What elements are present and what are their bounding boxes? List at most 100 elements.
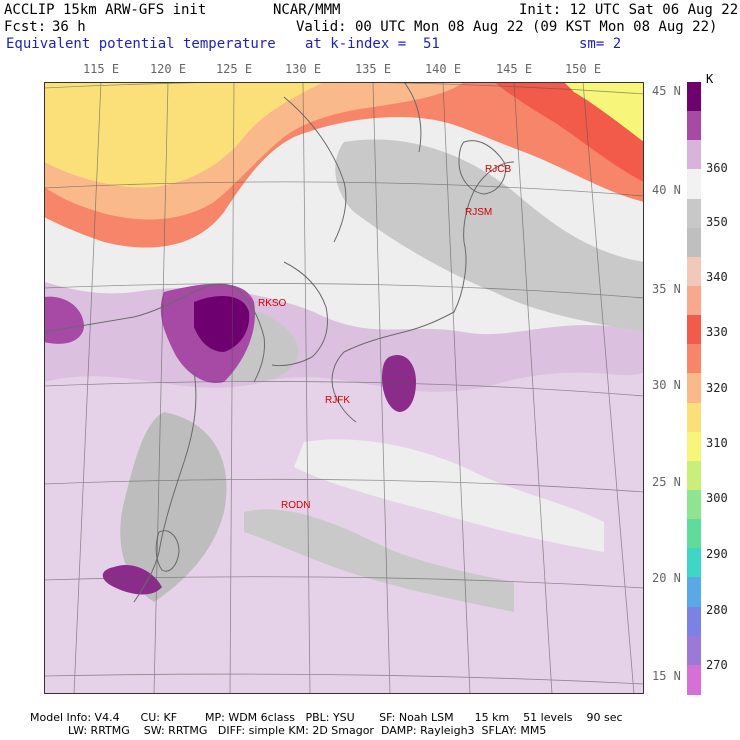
station-rjfk: RJFK <box>325 395 350 406</box>
model-info-line-2: LW: RRTMG SW: RRTMG DIFF: simple KM: 2D … <box>68 724 547 737</box>
longitude-line <box>73 82 102 694</box>
coastline-japan-kyushu <box>331 351 357 423</box>
longitude-label: 125 E <box>215 62 253 76</box>
colorbar-label: 320 <box>706 381 728 395</box>
center-label: NCAR/MMM <box>273 2 341 18</box>
latitude-label: 25 N <box>652 475 681 489</box>
station-rodn: RODN <box>281 500 310 511</box>
latitude-line <box>44 673 644 685</box>
longitude-label: 140 E <box>424 62 462 76</box>
coastline-russia-coast <box>283 96 347 243</box>
colorbar-cell <box>687 315 701 345</box>
colorbar-label: 280 <box>706 603 728 617</box>
colorbar-label: 330 <box>706 325 728 339</box>
field-band-gray-south <box>244 509 514 612</box>
latitude-label: 20 N <box>652 571 681 585</box>
valid-time: Valid: 00 UTC Mon 08 Aug 22 (09 KST Mon … <box>296 19 718 35</box>
colorbar-cell <box>687 286 701 316</box>
vertical-level: at k-index = 51 <box>305 36 440 52</box>
longitude-label: 145 E <box>495 62 533 76</box>
coastlines <box>44 82 515 603</box>
colorbar-cell <box>687 111 701 141</box>
field-band-white-south <box>294 439 604 552</box>
colorbar-unit: K <box>706 72 714 86</box>
coastline-taiwan <box>155 530 180 572</box>
latitude-line <box>44 576 644 589</box>
latitude-label: 15 N <box>652 669 681 683</box>
latitude-label: 35 N <box>652 282 681 296</box>
latitude-label: 40 N <box>652 183 681 197</box>
longitude-line <box>153 82 169 694</box>
longitude-line <box>229 82 235 694</box>
colorbar-cell <box>687 548 701 579</box>
colorbar-label: 270 <box>706 658 728 672</box>
high-theta-e-west <box>44 296 84 344</box>
longitude-label: 135 E <box>354 62 392 76</box>
colorbar-cell <box>687 490 701 520</box>
colorbar-cell <box>687 402 701 433</box>
longitude-line <box>442 82 471 694</box>
colorbar-cell <box>687 519 701 549</box>
colorbar-cell <box>687 198 701 229</box>
colorbar-cell <box>687 606 701 637</box>
colorbar-cell <box>687 460 701 491</box>
longitude-line <box>513 82 553 694</box>
colorbar-label: 290 <box>706 547 728 561</box>
latitude-label: 30 N <box>652 378 681 392</box>
colorbar-cell <box>687 169 701 200</box>
cold-air-mass-yellow <box>44 82 324 188</box>
init-time: Init: 12 UTC Sat 06 Aug 22 <box>519 2 739 18</box>
longitude-line <box>372 82 391 694</box>
longitude-label: 115 E <box>82 62 120 76</box>
longitude-label: 130 E <box>284 62 322 76</box>
model-title: ACCLIP 15km ARW-GFS init <box>4 2 207 18</box>
high-theta-e-taiwan-strait <box>102 564 162 595</box>
colorbar-label: 350 <box>706 215 728 229</box>
field-name: Equivalent potential temperature <box>6 36 276 52</box>
colorbar-cell <box>687 140 701 171</box>
colorbar-cell <box>687 227 701 258</box>
colorbar-label: 300 <box>706 491 728 505</box>
colorbar-label: 340 <box>706 270 728 284</box>
colorbar-cell <box>687 344 701 375</box>
coastline-china-north <box>44 283 235 333</box>
latitude-line <box>44 478 644 493</box>
peak-theta-e-yellow-sea <box>194 296 250 352</box>
model-info-line-1: Model Info: V4.4 CU: KF MP: WDM 6class P… <box>30 711 623 724</box>
coastline-china-east <box>158 371 197 553</box>
longitude-line <box>302 82 311 694</box>
longitude-label: 120 E <box>149 62 187 76</box>
forecast-hours: 36 h <box>52 19 86 35</box>
colorbar-label: 360 <box>706 161 728 175</box>
station-rjcb: RJCB <box>485 164 511 175</box>
colorbar-cell <box>687 256 701 287</box>
latitude-line <box>44 283 644 299</box>
field-band-gray-china-coast <box>120 412 227 602</box>
coastline-japan-honshu <box>343 161 515 353</box>
latitude-line <box>44 181 644 197</box>
field-band-gray <box>335 139 644 332</box>
colorbar-label: 310 <box>706 436 728 450</box>
coastline-korea-west <box>233 286 265 383</box>
station-rkso: RKSO <box>258 298 287 309</box>
latitude-label: 45 N <box>652 84 681 98</box>
colorbar-cell <box>687 577 701 608</box>
latitude-line <box>44 381 644 397</box>
colorbar-cell <box>687 635 701 666</box>
colorbar-cell <box>687 664 701 695</box>
coastline-japan-hokkaido <box>458 140 506 195</box>
theta-e-map: RJCB RJSM RKSO RJFK RODN <box>44 82 644 694</box>
colorbar-cell <box>687 431 701 462</box>
coastline-china-south <box>133 551 160 603</box>
colorbar-cell <box>687 82 701 112</box>
longitude-line <box>582 82 635 694</box>
forecast-label: Fcst: <box>4 19 47 35</box>
coastline-sakhalin <box>403 82 422 153</box>
colorbar-cell <box>687 373 701 404</box>
station-rjsm: RJSM <box>465 207 492 218</box>
smoothing-setting: sm= 2 <box>579 36 622 52</box>
longitude-label: 150 E <box>564 62 602 76</box>
map-border <box>44 82 644 694</box>
coastline-korea-east <box>271 261 328 367</box>
